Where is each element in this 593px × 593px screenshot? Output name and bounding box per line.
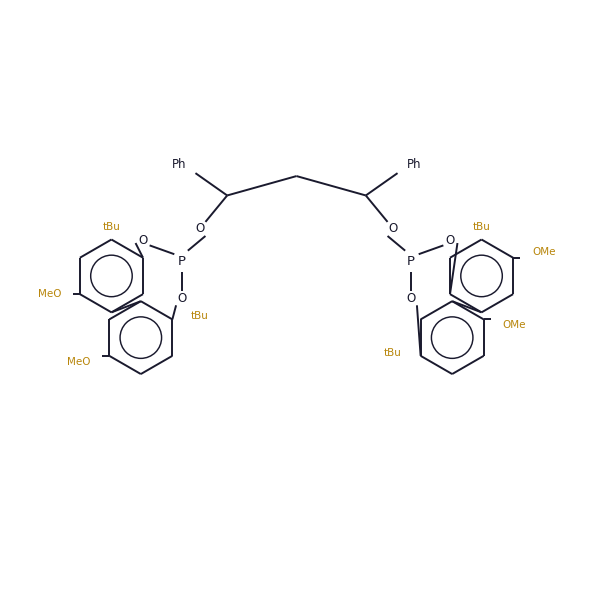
Text: tBu: tBu xyxy=(191,311,209,321)
Text: MeO: MeO xyxy=(37,289,61,299)
Text: O: O xyxy=(406,292,416,305)
Text: O: O xyxy=(389,222,398,235)
Text: Ph: Ph xyxy=(172,158,186,171)
Text: tBu: tBu xyxy=(473,222,490,232)
Text: OMe: OMe xyxy=(502,320,526,330)
Text: O: O xyxy=(138,234,147,247)
Text: MeO: MeO xyxy=(67,357,91,366)
Text: O: O xyxy=(177,292,187,305)
Text: P: P xyxy=(178,255,186,268)
Text: O: O xyxy=(446,234,455,247)
Text: tBu: tBu xyxy=(103,222,120,232)
Text: O: O xyxy=(195,222,204,235)
Text: tBu: tBu xyxy=(384,348,402,358)
Text: OMe: OMe xyxy=(532,247,556,257)
Text: P: P xyxy=(407,255,415,268)
Text: Ph: Ph xyxy=(407,158,421,171)
